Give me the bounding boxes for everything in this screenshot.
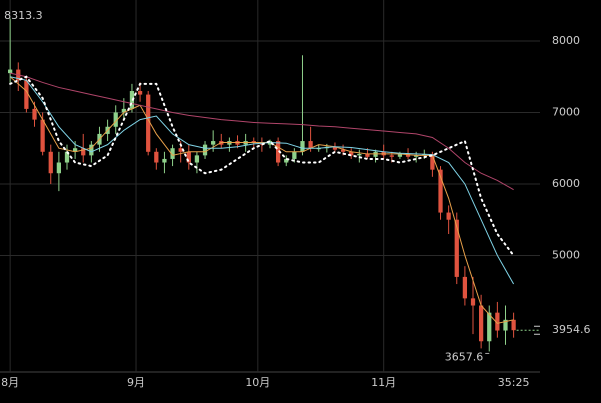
candle-body <box>308 141 313 149</box>
candle-body <box>357 153 362 156</box>
candle-body <box>292 151 297 159</box>
candle-body <box>495 312 500 331</box>
candle-body <box>430 153 435 170</box>
x-tick-label: 9月 <box>127 376 145 389</box>
y-tick-label: 6000 <box>552 177 580 190</box>
candle-body <box>389 155 394 157</box>
candle-body <box>170 148 175 159</box>
candle-body <box>72 148 78 152</box>
candle-body <box>454 219 459 277</box>
indicator-line <box>10 72 514 191</box>
candle-body <box>405 153 411 157</box>
candle-body <box>146 94 151 152</box>
candle-body <box>89 144 94 156</box>
candle-body <box>48 151 53 174</box>
candle-body <box>202 144 208 156</box>
candle-body <box>511 319 516 331</box>
candle-body <box>462 276 468 299</box>
candle-body <box>81 148 86 156</box>
candle-body <box>332 146 338 150</box>
indicator-line <box>10 76 515 285</box>
candle-body <box>470 298 476 306</box>
max-label: 8313.3 <box>4 9 43 22</box>
candle-body <box>446 212 451 220</box>
candle-body <box>487 312 492 342</box>
candle-body <box>340 149 346 152</box>
candle-body <box>154 151 159 163</box>
candle-body <box>503 319 508 331</box>
candle-body <box>194 155 200 163</box>
candle-body <box>64 151 70 163</box>
candle-body <box>178 148 183 152</box>
candle-body <box>162 158 167 163</box>
candle-body <box>121 108 126 113</box>
candle-body <box>275 141 281 163</box>
indicator-line <box>9 75 515 257</box>
candle-body <box>397 153 403 157</box>
countdown: 35:25 <box>498 376 530 389</box>
candle-body <box>438 169 443 213</box>
candle-body <box>32 108 37 120</box>
x-tick-label: 10月 <box>245 376 270 389</box>
candle-body <box>113 112 118 127</box>
x-tick-label: 8月 <box>1 376 19 389</box>
candle-body <box>479 305 484 342</box>
candle-body <box>414 155 419 157</box>
candle-body <box>300 141 305 152</box>
min-label: 3657.6 <box>445 350 484 363</box>
candle-body <box>349 151 354 156</box>
candle-body <box>24 80 29 109</box>
x-tick-label: 11月 <box>371 376 396 389</box>
y-tick-label: 7000 <box>552 105 580 118</box>
y-tick-label: 8000 <box>552 34 580 47</box>
last-price-label: 3954.6 <box>552 323 591 336</box>
candle-body <box>186 151 191 163</box>
indicator-line <box>9 76 514 324</box>
candle-body <box>365 153 370 157</box>
last-price-bracket <box>534 325 540 335</box>
candle-body <box>56 162 61 174</box>
candle-body <box>251 141 256 143</box>
candle-body <box>137 91 143 95</box>
y-tick-label: 5000 <box>552 248 580 261</box>
candle-body <box>40 119 45 152</box>
candle-body <box>284 158 289 163</box>
candle-body <box>8 69 13 74</box>
candle-body <box>211 141 216 145</box>
